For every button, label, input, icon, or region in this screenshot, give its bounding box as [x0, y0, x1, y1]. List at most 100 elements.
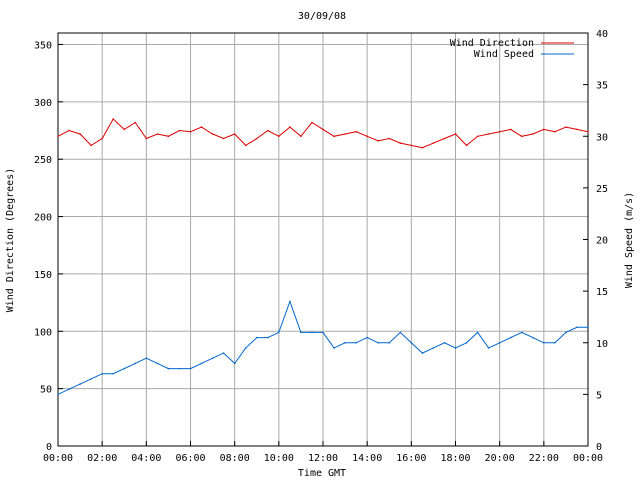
data-point-wind-direction: [68, 129, 70, 132]
data-point-wind-direction: [532, 133, 534, 135]
data-point-wind-direction: [123, 128, 126, 131]
data-point-wind-direction: [222, 137, 225, 140]
data-point-wind-direction: [145, 137, 148, 140]
data-point-wind-direction: [189, 130, 192, 133]
data-point-wind-direction: [487, 133, 490, 135]
data-point-wind-direction: [521, 135, 523, 138]
data-point-wind-speed: [222, 352, 225, 354]
data-point-wind-speed: [587, 326, 589, 329]
right-axis-ticks: 0 5 10 15 20 25 30 35 40: [583, 29, 608, 453]
right-tick-label: 25: [596, 184, 608, 195]
data-point-wind-direction: [112, 118, 114, 120]
left-tick-label: 250: [34, 155, 52, 166]
data-point-wind-speed: [487, 347, 490, 349]
chart-title: 30/09/08: [298, 11, 346, 22]
data-point-wind-speed: [521, 331, 523, 334]
data-point-wind-direction: [101, 137, 103, 140]
data-point-wind-speed: [399, 331, 402, 334]
data-point-wind-direction: [465, 144, 468, 147]
left-axis-ticks: 0 50 100 150 200 250 300 350: [34, 40, 63, 453]
data-point-wind-speed: [465, 342, 468, 344]
data-point-wind-speed: [167, 367, 170, 370]
right-tick-label: 20: [596, 236, 608, 247]
data-point-wind-direction: [587, 130, 589, 133]
data-point-wind-speed: [101, 372, 103, 375]
data-point-wind-speed: [134, 362, 137, 365]
x-tick-label: 08:00: [220, 453, 250, 464]
left-tick-label: 50: [40, 385, 52, 396]
legend-label-wind-direction: Wind Direction: [450, 38, 534, 49]
data-point-wind-direction: [178, 129, 181, 132]
data-point-wind-speed: [178, 367, 181, 370]
x-tick-label: 02:00: [87, 453, 117, 464]
data-point-wind-direction: [432, 142, 435, 144]
data-point-wind-speed: [565, 331, 567, 334]
legend-label-wind-speed: Wind Speed: [474, 49, 534, 60]
data-point-wind-speed: [443, 342, 446, 344]
data-point-wind-direction: [421, 146, 424, 149]
data-point-wind-speed: [189, 367, 192, 370]
data-point-wind-direction: [554, 130, 556, 133]
data-point-wind-direction: [410, 144, 413, 147]
left-tick-label: 0: [46, 442, 52, 453]
x-tick-label: 00:00: [43, 453, 73, 464]
data-point-wind-direction: [79, 133, 81, 135]
data-point-wind-direction: [278, 135, 280, 138]
data-point-wind-direction: [211, 133, 214, 135]
data-point-wind-direction: [244, 144, 247, 147]
data-point-wind-speed: [476, 331, 479, 334]
data-point-wind-speed: [421, 352, 424, 354]
data-point-wind-speed: [211, 357, 214, 360]
legend: Wind Direction Wind Speed: [450, 38, 574, 60]
data-point-wind-direction: [498, 130, 501, 133]
left-tick-label: 200: [34, 213, 52, 224]
data-point-wind-speed: [112, 372, 114, 375]
data-point-wind-direction: [543, 128, 545, 131]
data-point-wind-direction: [388, 137, 391, 140]
x-tick-label: 12:00: [308, 453, 338, 464]
data-point-wind-speed: [388, 342, 391, 344]
data-point-wind-direction: [576, 128, 578, 131]
data-point-wind-direction: [289, 126, 291, 128]
data-point-wind-speed: [233, 362, 236, 365]
data-point-wind-speed: [90, 378, 92, 380]
data-point-wind-speed: [498, 342, 501, 344]
data-point-wind-speed: [333, 347, 335, 349]
data-point-wind-direction: [134, 121, 137, 124]
data-point-wind-direction: [377, 140, 380, 142]
left-axis-label: Wind Direction (Degrees): [5, 168, 16, 313]
data-point-wind-direction: [399, 142, 402, 144]
data-point-wind-direction: [300, 135, 302, 138]
data-point-wind-speed: [366, 336, 369, 339]
data-point-wind-speed: [145, 357, 148, 360]
data-point-wind-direction: [311, 121, 313, 124]
data-point-wind-direction: [255, 137, 258, 140]
x-tick-label: 10:00: [264, 453, 294, 464]
data-point-wind-direction: [200, 126, 203, 128]
x-axis-ticks: 00:00 02:00 04:00 06:00 08:00 10:00 12:00 14:00…: [43, 441, 603, 464]
data-point-wind-speed: [200, 362, 203, 365]
grid-lines: [58, 33, 588, 446]
data-point-wind-speed: [322, 331, 324, 334]
data-point-wind-speed: [300, 331, 302, 334]
data-point-wind-direction: [366, 135, 369, 138]
left-tick-label: 350: [34, 40, 52, 51]
data-point-wind-speed: [509, 336, 512, 339]
right-tick-label: 5: [596, 390, 602, 401]
data-point-wind-speed: [576, 326, 578, 329]
data-point-wind-direction: [476, 135, 479, 138]
x-tick-label: 18:00: [440, 453, 470, 464]
data-point-wind-speed: [156, 362, 159, 365]
x-tick-label: 06:00: [175, 453, 205, 464]
data-point-wind-direction: [267, 129, 269, 132]
right-tick-label: 30: [596, 132, 608, 143]
left-tick-label: 100: [34, 327, 52, 338]
left-tick-label: 300: [34, 98, 52, 109]
right-tick-label: 40: [596, 29, 608, 40]
x-axis-label: Time GMT: [298, 468, 346, 479]
data-point-wind-direction: [156, 133, 159, 135]
data-point-wind-speed: [278, 331, 280, 334]
x-tick-label: 22:00: [529, 453, 559, 464]
data-point-wind-speed: [532, 336, 534, 339]
